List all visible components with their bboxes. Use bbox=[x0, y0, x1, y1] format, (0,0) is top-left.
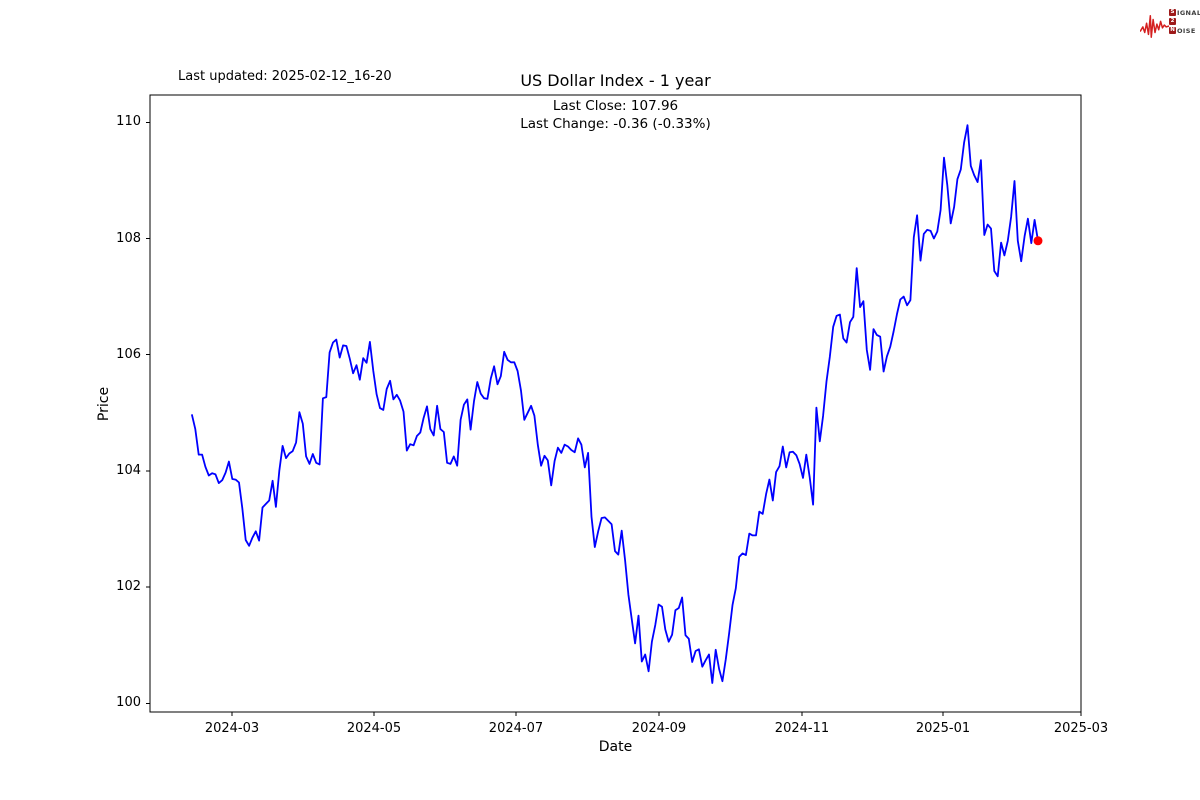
price-line bbox=[191, 124, 1039, 684]
x-tick-label: 2025-03 bbox=[1053, 721, 1109, 736]
x-tick-label: 2024-05 bbox=[346, 721, 402, 736]
logo-row-noise: N OISE bbox=[1169, 27, 1200, 35]
chart-title: US Dollar Index - 1 year bbox=[520, 71, 711, 90]
last-close-marker bbox=[1033, 236, 1043, 246]
x-tick-label: 2024-11 bbox=[774, 721, 830, 736]
logo-row-signal: S IGNAL bbox=[1169, 9, 1200, 17]
logo-text: S IGNAL 2 N OISE bbox=[1169, 9, 1200, 36]
y-tick-label: 102 bbox=[116, 579, 141, 595]
x-tick-label: 2024-03 bbox=[204, 721, 260, 736]
y-tick-label: 104 bbox=[116, 462, 141, 478]
logo-row-2: 2 bbox=[1169, 18, 1200, 26]
x-tick-label: 2024-09 bbox=[631, 721, 687, 736]
heartbeat-waveform-icon bbox=[1140, 14, 1170, 38]
x-tick-label: 2025-01 bbox=[915, 721, 971, 736]
logo-text-signal: IGNAL bbox=[1177, 9, 1200, 17]
logo-badge-s: S bbox=[1169, 9, 1176, 16]
y-tick-label: 108 bbox=[116, 230, 141, 246]
chart-subtitle-last-change: Last Change: -0.36 (-0.33%) bbox=[520, 116, 711, 132]
axes-border bbox=[149, 94, 1082, 713]
y-tick-label: 110 bbox=[116, 114, 141, 130]
last-updated-text: Last updated: 2025-02-12_16-20 bbox=[178, 69, 392, 84]
logo-text-noise: OISE bbox=[1177, 27, 1196, 35]
y-tick-label: 100 bbox=[116, 695, 141, 711]
x-axis-label: Date bbox=[598, 739, 633, 755]
y-tick-label: 106 bbox=[116, 346, 141, 362]
chart-subtitle-last-close: Last Close: 107.96 bbox=[552, 98, 679, 114]
logo-badge-n: N bbox=[1169, 27, 1176, 34]
signal2noise-logo: S IGNAL 2 N OISE bbox=[1140, 8, 1200, 42]
x-tick-label: 2024-07 bbox=[488, 721, 544, 736]
logo-badge-2: 2 bbox=[1169, 18, 1176, 25]
